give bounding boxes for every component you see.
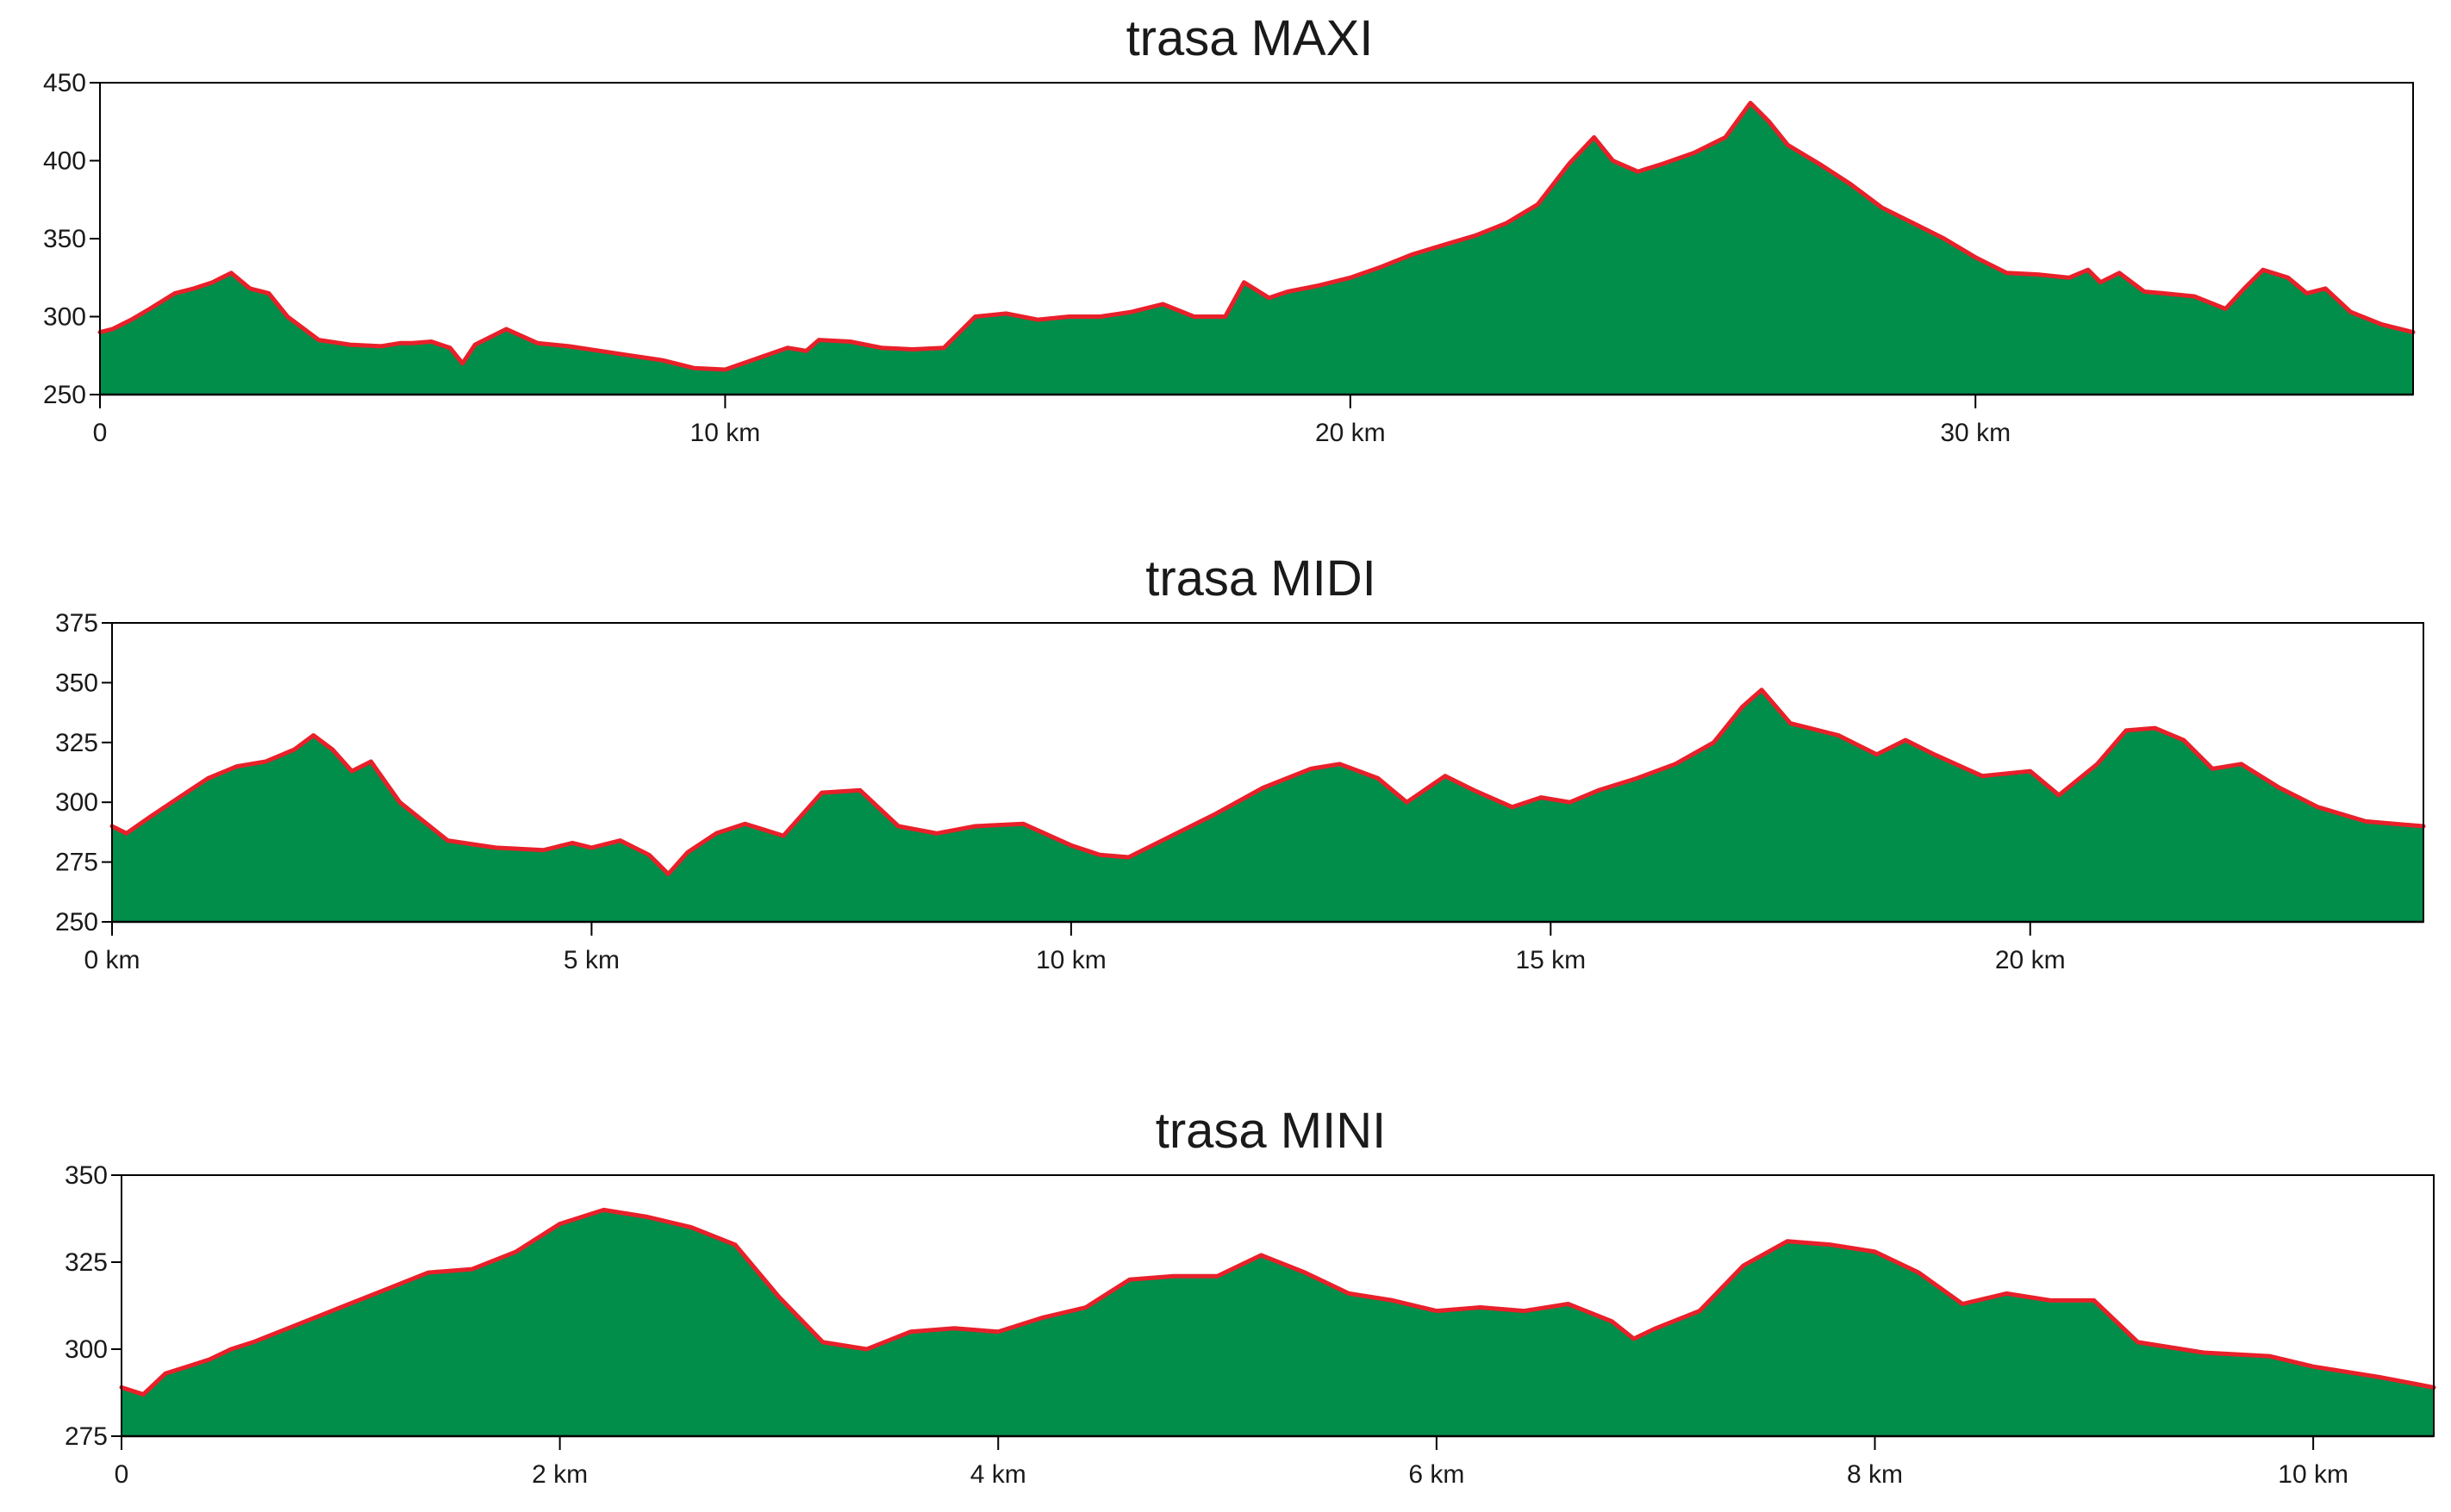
x-tick-label: 0 <box>93 419 108 447</box>
x-tick-label: 20 km <box>1315 419 1386 447</box>
x-tick-label: 10 km <box>690 419 761 447</box>
x-tick-label: 5 km <box>564 946 620 974</box>
x-tick-label: 10 km <box>1036 946 1107 974</box>
x-tick-label: 8 km <box>1847 1460 1903 1489</box>
elevation-line <box>97 101 2416 372</box>
y-tick-label: 250 <box>55 908 98 936</box>
x-tick-label: 0 km <box>84 946 140 974</box>
chart-title: trasa MIDI <box>1145 551 1376 607</box>
y-tick-label: 300 <box>65 1335 108 1364</box>
elevation-area <box>112 689 2423 922</box>
y-tick-label: 275 <box>65 1422 108 1451</box>
chart-3: trasa MINI 275 300 325 350 0 2 km 4 km 6 km 8 km 1… <box>65 1103 2436 1489</box>
y-tick-label: 375 <box>55 609 98 638</box>
elevation-line <box>109 688 2426 876</box>
chart-1: trasa MAXI 250 300 350 400 450 0 10 km 20 km 30 k… <box>43 10 2416 447</box>
chart-title: trasa MINI <box>1156 1103 1387 1159</box>
chart-2: trasa MIDI 250 275 300 325 350 375 0 km 5 km 10 k… <box>55 551 2426 974</box>
x-tick-label: 15 km <box>1515 946 1586 974</box>
elevation-area <box>122 1210 2434 1436</box>
y-tick-label: 325 <box>65 1248 108 1277</box>
y-tick-label: 350 <box>55 669 98 697</box>
x-tick-label: 6 km <box>1408 1460 1464 1489</box>
y-tick-label: 300 <box>43 303 86 332</box>
y-tick-label: 350 <box>43 225 86 253</box>
y-tick-label: 275 <box>55 849 98 877</box>
x-tick-label: 4 km <box>970 1460 1026 1489</box>
x-tick-label: 10 km <box>2278 1460 2348 1489</box>
elevation-line <box>119 1207 2436 1397</box>
x-tick-label: 2 km <box>532 1460 588 1489</box>
y-tick-label: 400 <box>43 147 86 176</box>
y-tick-label: 325 <box>55 729 98 757</box>
elevation-area <box>100 103 2413 395</box>
y-tick-label: 250 <box>43 381 86 409</box>
y-tick-label: 350 <box>65 1161 108 1190</box>
chart-title: trasa MAXI <box>1126 10 1374 66</box>
x-tick-label: 0 <box>115 1460 129 1489</box>
y-tick-label: 450 <box>43 69 86 97</box>
x-tick-label: 20 km <box>1995 946 2066 974</box>
x-tick-label: 30 km <box>1940 419 2011 447</box>
y-tick-label: 300 <box>55 788 98 817</box>
